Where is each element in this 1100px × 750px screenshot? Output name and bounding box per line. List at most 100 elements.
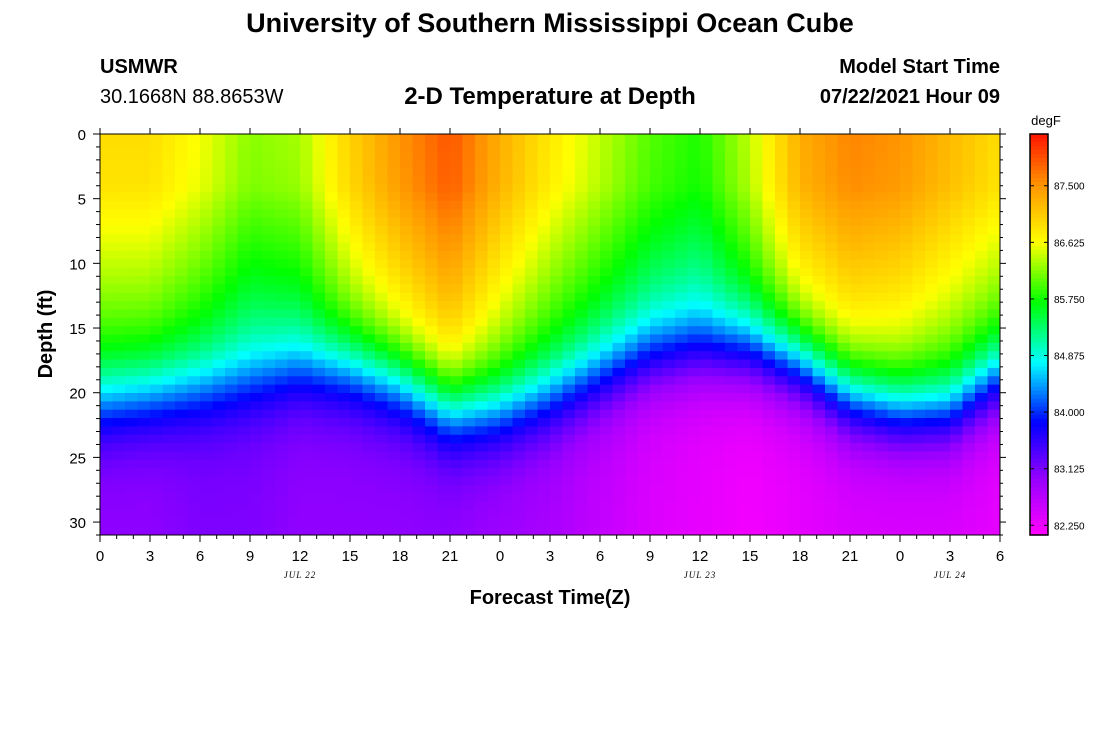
heatmap-cell [775,443,789,453]
heatmap-cell [662,142,676,152]
heatmap-cell [337,443,351,453]
heatmap-cell [312,234,326,244]
heatmap-cell [175,317,189,327]
heatmap-cell [737,443,751,453]
heatmap-cell [837,159,851,169]
heatmap-cell [162,509,176,519]
heatmap-cell [900,225,914,235]
heatmap-cell [762,434,776,444]
heatmap-cell [425,250,439,260]
heatmap-cell [125,468,139,478]
heatmap-cell [950,376,964,386]
heatmap-cell [625,234,639,244]
heatmap-cell [262,134,276,143]
heatmap-cell [325,259,339,269]
heatmap-cell [950,409,964,419]
heatmap-cell [237,242,251,252]
heatmap-cell [812,326,826,336]
heatmap-cell [900,276,914,285]
heatmap-cell [525,150,539,160]
heatmap-cell [500,200,514,210]
heatmap-cell [575,309,589,319]
heatmap-cell [687,501,701,511]
heatmap-cell [837,476,851,486]
heatmap-cell [712,426,726,436]
heatmap-cell [775,342,789,352]
heatmap-cell [887,309,901,319]
heatmap-cell [787,468,801,478]
heatmap-cell [362,184,376,194]
heatmap-cell [775,217,789,227]
heatmap-cell [462,184,476,194]
heatmap-cell [850,209,864,219]
heatmap-cell [700,326,714,336]
heatmap-cell [175,359,189,369]
heatmap-cell [675,384,689,394]
heatmap-cell [137,317,151,327]
heatmap-cell [475,192,489,202]
heatmap-cell [912,401,926,411]
heatmap-cell [650,217,664,227]
heatmap-cell [812,334,826,344]
heatmap-cell [437,367,451,377]
heatmap-cell [637,242,651,252]
heatmap-cell [462,267,476,277]
heatmap-cell [950,184,964,194]
heatmap-cell [612,426,626,436]
heatmap-cell [437,476,451,486]
heatmap-cell [612,184,626,194]
heatmap-cell [712,217,726,227]
heatmap-cell [512,484,526,494]
heatmap-cell [350,134,364,143]
heatmap-cell [562,159,576,169]
heatmap-cell [862,342,876,352]
heatmap-cell [412,209,426,219]
heatmap-cell [425,484,439,494]
heatmap-cell [875,434,889,444]
heatmap-cell [350,376,364,386]
heatmap-cell [587,142,601,152]
heatmap-cell [537,276,551,285]
heatmap-cell [562,167,576,177]
heatmap-cell [375,334,389,344]
heatmap-cell [200,392,214,402]
heatmap-cell [400,159,414,169]
heatmap-cell [900,426,914,436]
heatmap-cell [912,409,926,419]
heatmap-cell [975,225,989,235]
heatmap-cell [450,301,464,311]
heatmap-cell [837,184,851,194]
heatmap-cell [162,284,176,294]
heatmap-cell [487,501,501,511]
heatmap-cell [500,376,514,386]
heatmap-cell [625,468,639,478]
heatmap-cell [312,493,326,503]
heatmap-cell [362,526,376,535]
heatmap-cell [187,225,201,235]
heatmap-cell [925,184,939,194]
heatmap-cell [187,468,201,478]
heatmap-cell [200,518,214,528]
heatmap-cell [487,326,501,336]
heatmap-cell [650,526,664,535]
heatmap-cell [250,434,264,444]
heatmap-cell [112,225,126,235]
heatmap-cell [300,259,314,269]
heatmap-cell [687,150,701,160]
heatmap-cell [662,518,676,528]
heatmap-cell [375,209,389,219]
heatmap-cell [150,234,164,244]
heatmap-cell [362,518,376,528]
heatmap-cell [450,418,464,427]
heatmap-cell [825,384,839,394]
heatmap-cell [375,301,389,311]
heatmap-cell [650,292,664,302]
colorbar-cell [1030,450,1048,456]
heatmap-cell [375,259,389,269]
heatmap-cell [762,159,776,169]
heatmap-cell [250,493,264,503]
heatmap-cell [825,476,839,486]
heatmap-cell [825,518,839,528]
heatmap-cell [100,225,114,235]
heatmap-cell [762,317,776,327]
